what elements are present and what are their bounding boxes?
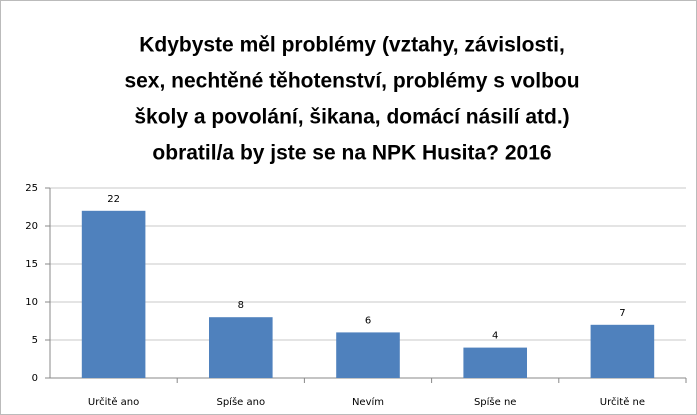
bar xyxy=(463,347,527,378)
bar xyxy=(590,324,655,378)
y-tick-label: 10 xyxy=(25,297,38,308)
y-tick-label: 25 xyxy=(25,183,38,194)
bar xyxy=(81,210,146,378)
data-label: 8 xyxy=(238,300,244,311)
x-tick-label: Určitě ano xyxy=(88,396,139,408)
chart-title: školy a povolání, šikana, domácí násilí … xyxy=(134,106,569,129)
y-tick-label: 5 xyxy=(32,335,38,346)
x-tick-label: Spíše ano xyxy=(216,396,265,408)
chart-title: sex, nechtěné těhotenství, problémy s vo… xyxy=(124,70,579,93)
bar xyxy=(209,317,273,378)
data-label: 4 xyxy=(492,331,498,342)
data-label: 22 xyxy=(107,194,120,205)
y-tick-label: 20 xyxy=(25,221,38,232)
chart-title: Kdybyste měl problémy (vztahy, závislost… xyxy=(139,34,565,57)
x-tick-label: Nevím xyxy=(352,396,384,408)
x-tick-label: Spíše ne xyxy=(474,396,517,408)
chart-title: obratil/a by jste se na NPK Husita? 2016 xyxy=(152,142,551,165)
bar xyxy=(336,332,400,378)
y-tick-label: 15 xyxy=(25,259,38,270)
data-label: 6 xyxy=(365,315,371,326)
y-tick-label: 0 xyxy=(32,373,38,384)
x-tick-label: Určitě ne xyxy=(600,396,645,408)
data-label: 7 xyxy=(619,308,625,319)
